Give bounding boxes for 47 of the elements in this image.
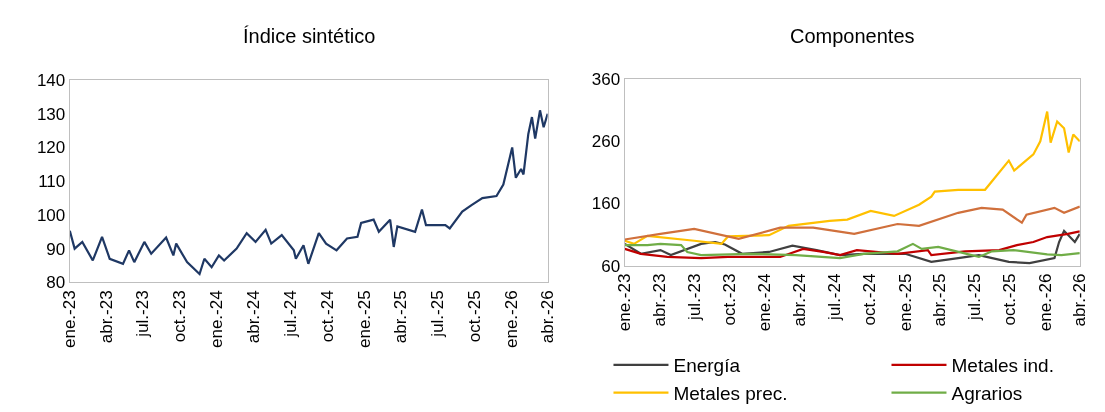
- x-tick-label: oct.-23: [720, 273, 740, 326]
- y-tick-label: 90: [46, 239, 66, 259]
- x-tick-label: abr.-26: [1070, 273, 1090, 327]
- legend-label: Metales prec.: [673, 382, 788, 404]
- y-tick-label: 160: [591, 194, 621, 214]
- x-tick-label: abr.-23: [96, 290, 116, 344]
- x-tick-label: abr.-25: [391, 290, 411, 344]
- x-tick-label: ene.-23: [60, 290, 80, 349]
- x-tick-label: ene.-26: [501, 290, 521, 349]
- x-tick-label: ene.-26: [1035, 273, 1055, 332]
- x-tick-label: oct.-25: [464, 290, 484, 343]
- chart-title: Componentes: [790, 25, 915, 47]
- x-tick-label: abr.-24: [790, 273, 810, 327]
- y-tick-label: 360: [591, 70, 621, 90]
- legend-label: Metales ind.: [951, 355, 1054, 377]
- x-tick-label: ene.-25: [354, 290, 374, 349]
- y-tick-label: 130: [36, 104, 66, 124]
- line-series: [624, 242, 1080, 260]
- y-tick-label: 100: [36, 205, 66, 225]
- x-tick-label: oct.-24: [317, 290, 337, 343]
- x-tick-label: jul.-25: [965, 273, 985, 321]
- x-tick-label: jul.-25: [427, 290, 447, 338]
- legend-label: Agrarios: [951, 382, 1023, 404]
- x-tick-label: abr.-25: [930, 273, 950, 327]
- line-series: [624, 110, 1080, 245]
- x-tick-label: jul.-23: [133, 290, 153, 338]
- x-tick-label: jul.-23: [684, 273, 704, 321]
- y-tick-label: 120: [36, 138, 66, 158]
- x-tick-label: ene.-24: [755, 273, 775, 332]
- x-tick-label: oct.-23: [170, 290, 190, 343]
- y-tick-label: 110: [38, 172, 66, 192]
- line-series: [69, 109, 548, 276]
- x-tick-label: jul.-24: [280, 290, 300, 338]
- x-tick-label: oct.-24: [860, 273, 880, 326]
- x-tick-label: oct.-25: [1000, 273, 1020, 326]
- chart-title: Índice sintético: [243, 25, 376, 47]
- y-tick-label: 260: [591, 132, 621, 152]
- x-tick-label: abr.-24: [244, 290, 264, 344]
- y-tick-label: 140: [36, 70, 66, 90]
- x-tick-label: ene.-23: [615, 273, 635, 332]
- x-tick-label: abr.-26: [538, 290, 558, 344]
- x-tick-label: jul.-24: [825, 273, 845, 321]
- x-tick-label: ene.-24: [207, 290, 227, 349]
- line-series: [624, 205, 1080, 241]
- x-tick-label: abr.-23: [649, 273, 669, 327]
- legend-label: Energía: [673, 355, 741, 377]
- x-tick-label: ene.-25: [895, 273, 915, 332]
